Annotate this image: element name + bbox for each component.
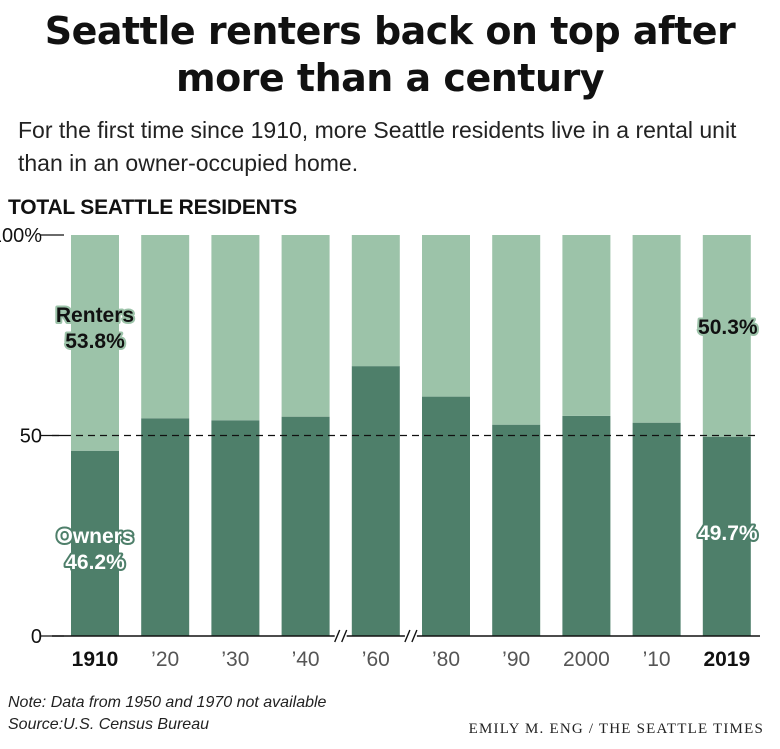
- x-tick-label-1910: 1910: [72, 648, 119, 671]
- bar-owners-1910: [71, 450, 119, 636]
- y-tick-label-100: 100%: [0, 225, 42, 247]
- axis-break-slash-b-1: [411, 629, 418, 643]
- y-tick-label-0: 0: [31, 626, 42, 648]
- bar-owners-30: [211, 420, 260, 636]
- x-tick-label-40: ’40: [292, 648, 320, 671]
- bar-renters-10: [632, 235, 681, 423]
- section-label: TOTAL SEATTLE RESIDENTS: [8, 196, 298, 219]
- x-tick-label-30: ’30: [221, 648, 249, 671]
- bar-owners-10: [632, 422, 681, 636]
- x-tick-label-2000: 2000: [563, 648, 610, 671]
- bar-renters-80: [422, 235, 470, 397]
- bar-owners-80: [422, 396, 470, 636]
- bar-renters-2000: [562, 235, 611, 416]
- x-tick-label-2019: 2019: [703, 648, 750, 671]
- bar-owners-2000: [562, 415, 611, 636]
- chart-subtitle: For the first time since 1910, more Seat…: [18, 117, 737, 176]
- bar-renters-1910: [71, 235, 119, 451]
- bar-renters-2019: [702, 235, 751, 437]
- bar-renters-60: [351, 235, 400, 367]
- annotation-owners-1910-value: 46.2%: [65, 551, 125, 574]
- x-tick-label-20: ’20: [151, 648, 179, 671]
- annotation-renters-1910-value: 53.8%: [65, 330, 125, 353]
- bar-renters-20: [141, 235, 190, 419]
- axis-break-slash-a-1: [404, 629, 411, 643]
- bar-owners-60: [351, 366, 400, 636]
- credit-line: EMILY M. ENG / THE SEATTLE TIMES: [468, 721, 764, 737]
- annotation-renters-1910-label: Renters: [56, 304, 134, 327]
- x-tick-label-80: ’80: [432, 648, 460, 671]
- bar-renters-40: [281, 235, 330, 417]
- y-tick-label-50: 50: [20, 426, 42, 448]
- chart-title: Seattle renters back on top after more t…: [44, 9, 736, 100]
- axis-break-slash-a-0: [334, 629, 341, 643]
- bar-owners-2019: [702, 436, 751, 636]
- x-tick-label-10: ’10: [643, 648, 671, 671]
- x-tick-label-90: ’90: [502, 648, 530, 671]
- source-note: Source:U.S. Census Bureau: [8, 716, 209, 733]
- bar-owners-20: [141, 418, 190, 636]
- bar-owners-40: [281, 416, 330, 636]
- bar-renters-90: [492, 235, 541, 425]
- annotation-owners-2019-value: 49.7%: [698, 522, 758, 545]
- stacked-bar-chart: 100% 50 0 1910 ’20 ’30 ’40 ’60 ’80 ’90 2000 ’10 2019…: [0, 225, 760, 671]
- data-note: Note: Data from 1950 and 1970 not availa…: [8, 694, 327, 711]
- bar-owners-90: [492, 424, 541, 636]
- annotation-owners-1910-label: Owners: [56, 525, 133, 548]
- x-tick-label-60: ’60: [362, 648, 390, 671]
- annotation-renters-2019-value: 50.3%: [698, 316, 758, 339]
- bar-renters-30: [211, 235, 260, 421]
- axis-break-slash-b-0: [341, 629, 348, 643]
